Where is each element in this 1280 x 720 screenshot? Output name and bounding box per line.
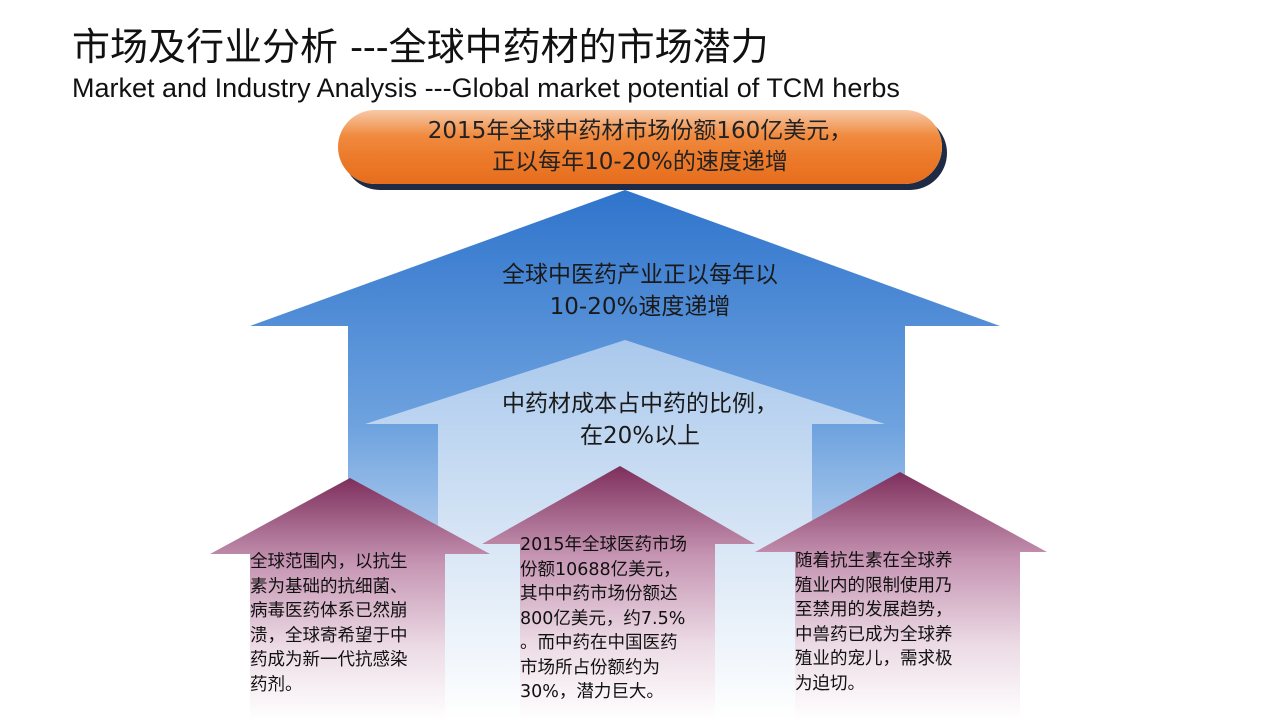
right-text-line: 殖业内的限制使用乃 [795, 575, 953, 596]
left-text-line: 全球范围内，以抗生 [250, 552, 408, 572]
center-text-line: 。而中药在中国医药 [520, 633, 678, 653]
right-text-line: 至禁用的发展趋势， [795, 600, 953, 620]
banner-line-1: 2015年全球中药材市场份额160亿美元， [427, 118, 853, 144]
big-arrow-text: 全球中医药产业正以每年以 10-20%速度递增 [400, 259, 880, 323]
right-text-line: 中兽药已成为全球养 [795, 624, 953, 645]
center-purple-arrow [482, 466, 755, 720]
left-purple-arrow [210, 478, 490, 720]
middle-arrow-line-2: 在20%以上 [579, 423, 701, 449]
center-text-line: 份额10688亿美元， [520, 559, 681, 580]
middle-arrow-line-1: 中药材成本占中药的比例， [502, 391, 778, 417]
center-text-line: 其中中药市场份额达 [520, 584, 678, 604]
middle-arrow-text: 中药材成本占中药的比例， 在20%以上 [400, 388, 880, 452]
page-title-english: Market and Industry Analysis ---Global m… [72, 73, 900, 103]
center-arrow-text: 2015年全球医药市场 份额10688亿美元， 其中中药市场份额达 800亿美元… [520, 533, 687, 705]
left-text-line: 药剂。 [250, 674, 303, 695]
center-text-line: 30%，潜力巨大。 [520, 682, 664, 702]
big-arrow-line-1: 全球中医药产业正以每年以 [502, 262, 778, 288]
right-text-line: 随着抗生素在全球养 [795, 551, 953, 571]
left-text-line: 病毒医药体系已然崩 [250, 601, 408, 621]
left-text-line: 药成为新一代抗感染 [250, 650, 408, 670]
right-text-line: 殖业的宠儿，需求极 [795, 649, 953, 669]
page-title-chinese: 市场及行业分析 ---全球中药材的市场潜力 [72, 25, 769, 69]
center-text-line: 2015年全球医药市场 [520, 535, 688, 555]
left-text-line: 素为基础的抗细菌、 [250, 576, 408, 597]
center-text-line: 800亿美元，约7.5% [520, 608, 686, 629]
big-arrow-line-2: 10-20%速度递增 [549, 294, 731, 320]
left-text-line: 溃，全球寄希望于中 [250, 625, 408, 646]
right-text-line: 为迫切。 [795, 673, 865, 694]
left-arrow-text: 全球范围内，以抗生 素为基础的抗细菌、 病毒医药体系已然崩 溃，全球寄希望于中 … [250, 550, 408, 697]
right-purple-arrow [755, 472, 1047, 720]
right-arrow-text: 随着抗生素在全球养 殖业内的限制使用乃 至禁用的发展趋势， 中兽药已成为全球养 … [795, 549, 953, 696]
banner-line-2: 正以每年10-20%的速度递增 [492, 149, 788, 175]
market-share-banner: 2015年全球中药材市场份额160亿美元， 正以每年10-20%的速度递增 [338, 110, 942, 184]
center-text-line: 市场所占份额约为 [520, 657, 660, 678]
